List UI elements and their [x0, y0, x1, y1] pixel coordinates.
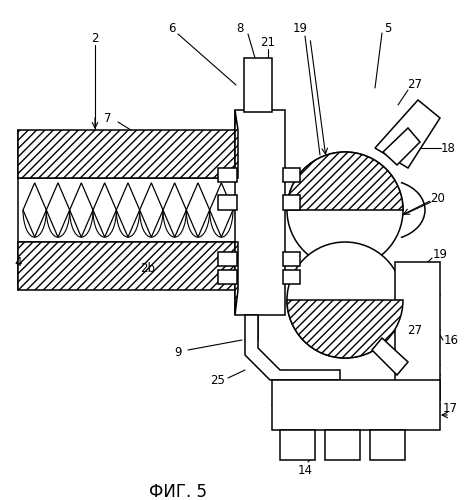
Polygon shape [210, 183, 233, 237]
Text: 27: 27 [407, 78, 423, 92]
Polygon shape [23, 183, 46, 237]
Polygon shape [370, 430, 405, 460]
Polygon shape [280, 430, 315, 460]
Polygon shape [272, 380, 440, 430]
Text: 19: 19 [432, 248, 447, 262]
Text: 4: 4 [14, 256, 22, 268]
Wedge shape [287, 300, 403, 358]
Circle shape [287, 242, 403, 358]
Polygon shape [218, 270, 237, 284]
Text: 2: 2 [91, 32, 99, 44]
Polygon shape [186, 183, 210, 237]
Polygon shape [163, 183, 186, 237]
Text: 17: 17 [443, 402, 458, 414]
Polygon shape [244, 58, 272, 112]
Polygon shape [218, 195, 237, 210]
Text: 25: 25 [211, 374, 226, 386]
Polygon shape [283, 195, 300, 210]
Polygon shape [69, 183, 93, 237]
Polygon shape [18, 130, 238, 178]
Text: 27: 27 [407, 324, 423, 336]
Polygon shape [283, 252, 300, 266]
Text: 9: 9 [174, 346, 182, 358]
Wedge shape [287, 152, 403, 210]
Polygon shape [116, 183, 140, 237]
Text: 8: 8 [236, 22, 244, 35]
Polygon shape [93, 183, 116, 237]
Text: 7: 7 [104, 112, 112, 124]
Polygon shape [235, 110, 285, 315]
Polygon shape [325, 430, 360, 460]
Polygon shape [372, 338, 408, 375]
Text: 6: 6 [168, 22, 176, 35]
Polygon shape [383, 128, 420, 165]
Polygon shape [235, 242, 238, 315]
Polygon shape [140, 183, 163, 237]
Text: 19: 19 [293, 22, 308, 35]
Text: 2b: 2b [141, 262, 156, 274]
Polygon shape [283, 168, 300, 182]
Polygon shape [375, 328, 440, 390]
Polygon shape [235, 110, 238, 178]
Polygon shape [218, 252, 237, 266]
Text: 16: 16 [444, 334, 459, 346]
Text: 14: 14 [297, 464, 313, 476]
Text: 20: 20 [431, 192, 445, 204]
Polygon shape [245, 315, 340, 380]
Polygon shape [218, 168, 237, 182]
Text: 21: 21 [260, 36, 275, 49]
Polygon shape [375, 100, 440, 168]
Text: 18: 18 [440, 142, 455, 154]
Polygon shape [395, 262, 440, 400]
Polygon shape [18, 242, 238, 290]
Text: ФИГ. 5: ФИГ. 5 [149, 483, 207, 500]
Polygon shape [283, 270, 300, 284]
Text: 5: 5 [384, 22, 392, 35]
Polygon shape [46, 183, 69, 237]
Circle shape [287, 152, 403, 268]
